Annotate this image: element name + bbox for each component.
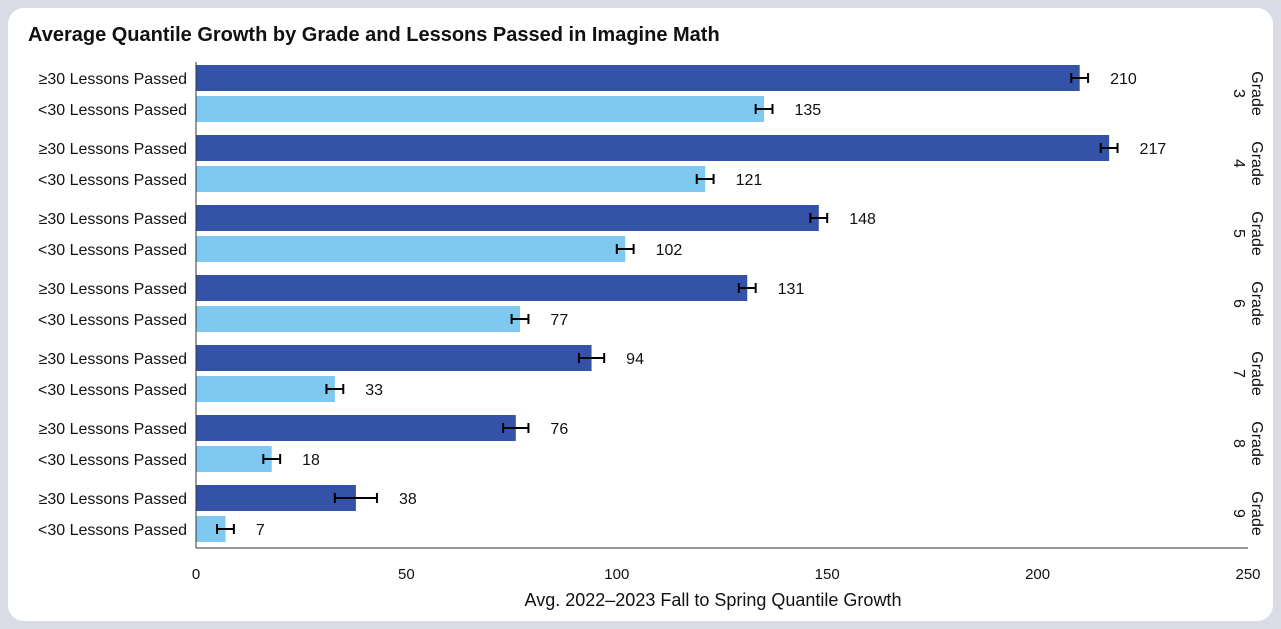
x-tick-label-250: 250 (1235, 566, 1260, 583)
bar-grade-5-ge30 (196, 205, 819, 231)
category-label-grade-8-lt30: <30 Lessons Passed (38, 452, 187, 469)
grade-label-part-grade-8: Grade (1248, 421, 1265, 466)
data-label-grade-9-ge30: 38 (399, 491, 417, 508)
grade-label-part-grade-6: 6 (1230, 299, 1247, 308)
data-label-grade-9-lt30: 7 (256, 522, 265, 539)
grade-label-part-grade-6: Grade (1248, 281, 1265, 326)
data-label-grade-7-ge30: 94 (626, 351, 644, 368)
bar-grade-5-lt30 (196, 236, 626, 262)
data-label-grade-6-lt30: 77 (550, 312, 568, 329)
category-label-grade-7-lt30: <30 Lessons Passed (38, 382, 187, 399)
grade-label-part-grade-7: 7 (1230, 369, 1247, 378)
category-label-grade-4-lt30: <30 Lessons Passed (38, 172, 187, 189)
bar-grade-6-ge30 (196, 275, 748, 301)
category-label-grade-3-ge30: ≥30 Lessons Passed (39, 71, 187, 88)
bar-grade-8-lt30 (196, 446, 272, 472)
grade-label-grade-9: Grade9 (1230, 491, 1265, 536)
bar-grade-3-ge30 (196, 65, 1080, 91)
grade-label-part-grade-8: 8 (1230, 439, 1247, 448)
grade-label-grade-6: Grade6 (1230, 281, 1265, 326)
data-label-grade-4-ge30: 217 (1140, 141, 1167, 158)
data-label-grade-3-ge30: 210 (1110, 71, 1137, 88)
grade-label-grade-4: Grade4 (1230, 141, 1265, 186)
category-label-grade-5-lt30: <30 Lessons Passed (38, 242, 187, 259)
category-label-grade-7-ge30: ≥30 Lessons Passed (39, 351, 187, 368)
grade-label-part-grade-7: Grade (1248, 351, 1265, 396)
grade-label-part-grade-5: Grade (1248, 211, 1265, 256)
data-label-grade-5-lt30: 102 (656, 242, 683, 259)
bar-grade-7-lt30 (196, 376, 335, 402)
grade-label-grade-5: Grade5 (1230, 211, 1265, 256)
data-label-grade-8-ge30: 76 (550, 421, 568, 438)
data-label-grade-6-ge30: 131 (778, 281, 805, 298)
x-tick-label-0: 0 (192, 566, 200, 583)
grade-label-grade-7: Grade7 (1230, 351, 1265, 396)
bar-grade-6-lt30 (196, 306, 521, 332)
category-label-grade-4-ge30: ≥30 Lessons Passed (39, 141, 187, 158)
grade-label-part-grade-4: 4 (1230, 159, 1247, 168)
x-axis-title: Avg. 2022–2023 Fall to Spring Quantile G… (525, 590, 902, 610)
grade-label-part-grade-3: Grade (1248, 71, 1265, 116)
chart-title: Average Quantile Growth by Grade and Les… (28, 24, 720, 46)
category-label-grade-6-lt30: <30 Lessons Passed (38, 312, 187, 329)
grade-label-part-grade-4: Grade (1248, 141, 1265, 186)
data-label-grade-5-ge30: 148 (849, 211, 876, 228)
x-tick-label-200: 200 (1025, 566, 1050, 583)
grade-label-part-grade-9: 9 (1230, 509, 1247, 518)
data-label-grade-7-lt30: 33 (365, 382, 383, 399)
data-label-grade-3-lt30: 135 (794, 102, 821, 119)
category-label-grade-6-ge30: ≥30 Lessons Passed (39, 281, 187, 298)
category-label-grade-5-ge30: ≥30 Lessons Passed (39, 211, 187, 228)
bar-grade-3-lt30 (196, 96, 765, 122)
grade-label-part-grade-9: Grade (1248, 491, 1265, 536)
grade-label-part-grade-5: 5 (1230, 229, 1247, 238)
grade-label-grade-3: Grade3 (1230, 71, 1265, 116)
x-tick-label-100: 100 (604, 566, 629, 583)
bar-grade-8-ge30 (196, 415, 516, 441)
category-label-grade-9-ge30: ≥30 Lessons Passed (39, 491, 187, 508)
bar-grade-4-lt30 (196, 166, 706, 192)
bar-grade-7-ge30 (196, 345, 592, 371)
category-label-grade-8-ge30: ≥30 Lessons Passed (39, 421, 187, 438)
data-label-grade-8-lt30: 18 (302, 452, 320, 469)
x-tick-label-150: 150 (815, 566, 840, 583)
category-label-grade-3-lt30: <30 Lessons Passed (38, 102, 187, 119)
grade-label-part-grade-3: 3 (1230, 89, 1247, 98)
bar-grade-4-ge30 (196, 135, 1110, 161)
x-tick-label-50: 50 (398, 566, 415, 583)
data-label-grade-4-lt30: 121 (736, 172, 763, 189)
category-label-grade-9-lt30: <30 Lessons Passed (38, 522, 187, 539)
grade-label-grade-8: Grade8 (1230, 421, 1265, 466)
bar-grade-9-ge30 (196, 485, 356, 511)
